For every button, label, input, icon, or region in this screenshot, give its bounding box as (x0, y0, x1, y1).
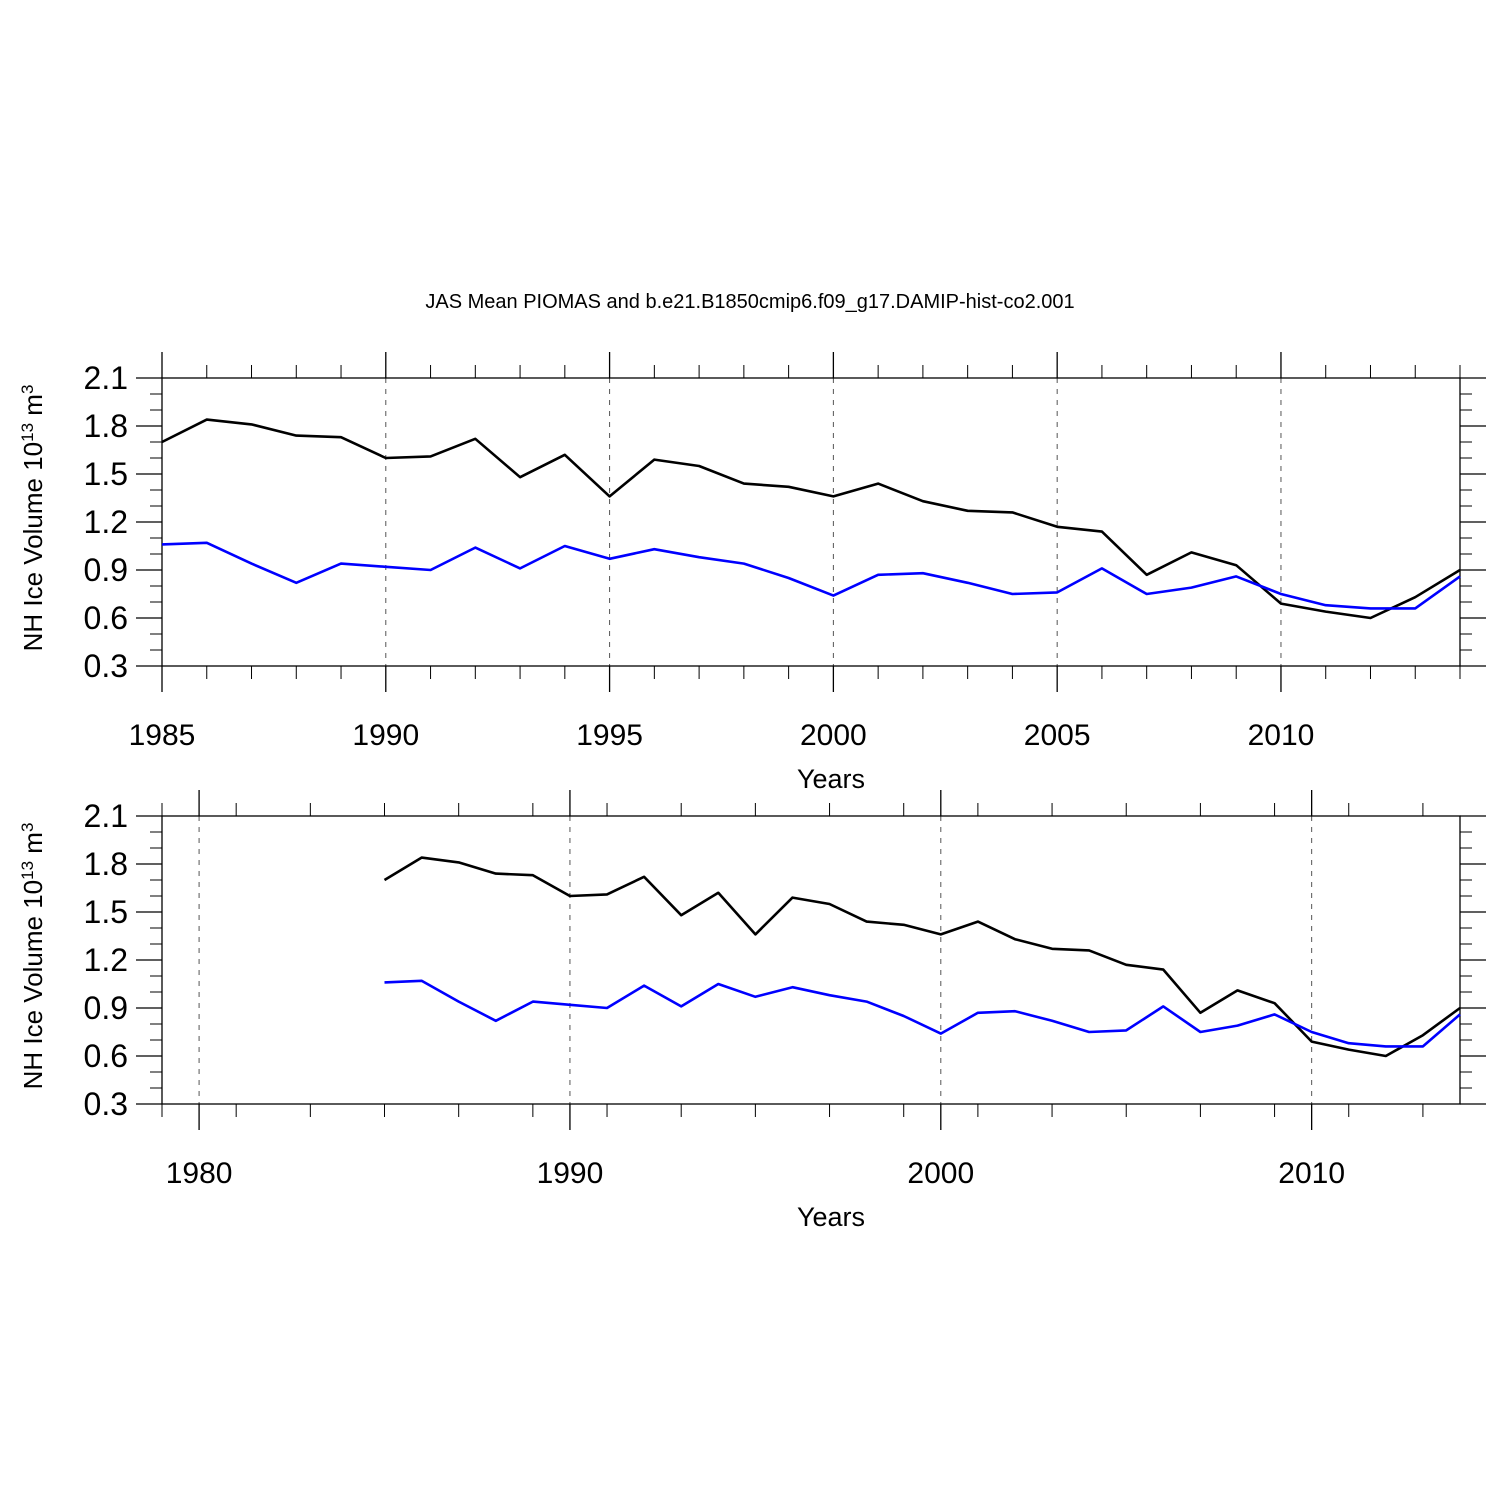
y-axis-label: NH Ice Volume 1013 m3 (18, 823, 49, 1090)
panel-2: 1980 1990 2000 2010 0.3 0.6 0.9 1.2 1.5 1.8 2.1 Yea… (18, 790, 1487, 1232)
y-tick-label: 0.3 (84, 648, 128, 684)
chart-title: JAS Mean PIOMAS and b.e21.B1850cmip6.f09… (0, 291, 1500, 314)
y-tick-label: 1.5 (84, 894, 128, 930)
y-tick-label: 1.8 (84, 408, 128, 444)
x-tick-label: 2000 (907, 1157, 974, 1190)
x-tick-label: 1985 (129, 719, 196, 752)
plot-frame (162, 816, 1460, 1104)
x-tick-label: 1995 (576, 719, 643, 752)
y-tick-label: 2.1 (84, 798, 128, 834)
y-tick-label: 2.1 (84, 360, 128, 396)
y-tick-label: 1.2 (84, 504, 128, 540)
x-axis-label: Years (797, 764, 865, 794)
x-tick-label: 1980 (166, 1157, 233, 1190)
series-2-line (385, 981, 1461, 1047)
series-2-line (162, 543, 1460, 609)
y-tick-label: 0.9 (84, 552, 128, 588)
x-tick-label: 1990 (352, 719, 419, 752)
y-tick-label: 1.5 (84, 456, 128, 492)
panel-1: 1985 1990 1995 2000 2005 2010 0.3 0.6 0.9 1.2 1.5 1… (18, 352, 1487, 794)
y-tick-label: 0.6 (84, 1038, 128, 1074)
y-axis-label: NH Ice Volume 1013 m3 (18, 385, 49, 652)
y-tick-label: 1.8 (84, 846, 128, 882)
x-tick-label: 2010 (1278, 1157, 1345, 1190)
x-tick-label: 2010 (1248, 719, 1315, 752)
y-tick-label: 0.6 (84, 600, 128, 636)
y-tick-label: 1.2 (84, 942, 128, 978)
x-tick-label: 1990 (537, 1157, 604, 1190)
plot-frame (162, 378, 1460, 666)
x-axis-label: Years (797, 1202, 865, 1232)
x-tick-label: 2005 (1024, 719, 1091, 752)
x-tick-label: 2000 (800, 719, 867, 752)
y-tick-label: 0.3 (84, 1086, 128, 1122)
y-tick-label: 0.9 (84, 990, 128, 1026)
